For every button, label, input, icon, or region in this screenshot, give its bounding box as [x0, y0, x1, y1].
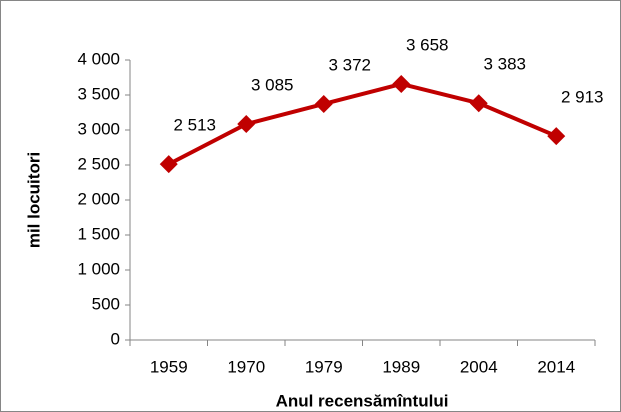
x-tick-label: 1970	[227, 357, 265, 376]
y-tick-label: 1 500	[77, 224, 120, 243]
x-tick-label: 2004	[460, 357, 498, 376]
y-tick-label: 2 000	[77, 189, 120, 208]
y-tick-label: 3 000	[77, 119, 120, 138]
point-marker	[547, 127, 566, 146]
y-axis-title: mil locuitori	[24, 152, 43, 248]
y-tick-label: 2 500	[77, 154, 120, 173]
y-tick-label: 3 500	[77, 84, 120, 103]
y-tick-label: 500	[92, 294, 120, 313]
y-tick-label: 0	[111, 329, 120, 348]
data-label: 3 372	[328, 55, 371, 74]
x-axis-title: Anul recensămîntului	[276, 391, 449, 410]
data-label: 2 513	[173, 116, 216, 135]
point-marker	[314, 94, 333, 113]
x-tick-label: 1959	[150, 357, 188, 376]
point-marker	[469, 94, 488, 113]
data-label: 3 658	[406, 35, 449, 54]
point-marker	[392, 74, 411, 93]
data-label: 3 383	[483, 55, 526, 74]
data-label: 2 913	[561, 88, 604, 107]
y-tick-label: 1 000	[77, 259, 120, 278]
x-tick-label: 1979	[305, 357, 343, 376]
point-marker	[237, 115, 256, 134]
y-tick-label: 4 000	[77, 49, 120, 68]
point-marker	[159, 155, 178, 174]
x-tick-label: 1989	[382, 357, 420, 376]
x-tick-label: 2014	[537, 357, 575, 376]
series-line	[167, 81, 558, 166]
data-label: 3 085	[251, 76, 294, 95]
